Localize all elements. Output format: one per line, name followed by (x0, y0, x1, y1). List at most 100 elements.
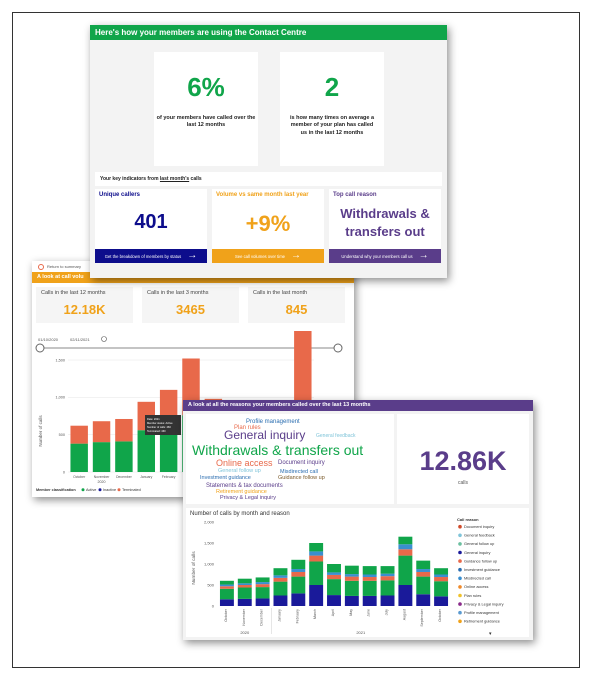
kpi-average-calls: 2 is how many times on average a member … (280, 52, 384, 166)
bar-segment (309, 585, 324, 606)
indicator-value: 401 (134, 211, 168, 233)
bar-segment (70, 443, 88, 472)
word-cloud-term[interactable]: Withdrawals & transfers out (192, 442, 364, 458)
tooltip-line: Date: 2021 (147, 417, 160, 421)
y-tick-label: 500 (207, 582, 214, 587)
legend-item[interactable]: General inquiry (464, 550, 490, 555)
kpi-members-called: 6% of your members have called over the … (154, 52, 258, 166)
word-cloud-term[interactable]: Document inquiry (278, 460, 325, 466)
word-cloud-term[interactable]: Online access (216, 458, 273, 468)
x-tick-label: October (73, 475, 86, 479)
legend-item[interactable]: Misdirected call (464, 576, 491, 581)
indicator-volume-vs-last-year: Volume vs same month last year +9% See c… (212, 189, 324, 263)
date-slider-start-handle[interactable] (35, 343, 45, 353)
word-cloud-term[interactable]: General inquiry (224, 428, 306, 442)
bar-segment (309, 543, 324, 552)
word-cloud-term[interactable]: Profile management (246, 419, 300, 425)
bar-segment (70, 425, 88, 444)
bar-segment (273, 581, 288, 596)
x-tick-label: July (385, 609, 389, 616)
bar-segment (362, 595, 377, 606)
kpi-members-called-value: 6% (187, 72, 225, 102)
legend-item[interactable]: Profile management (464, 610, 500, 615)
bar-segment (434, 574, 449, 578)
legend-swatch-inactive (98, 488, 102, 492)
legend-scroll-icon[interactable]: ▾ (489, 631, 492, 637)
y-axis-label: Number of calls (38, 415, 43, 447)
bar-segment (344, 574, 359, 577)
bar-segment (159, 424, 178, 472)
bar-segment (291, 571, 306, 577)
bar-segment (255, 598, 270, 606)
bar-segment (380, 566, 395, 574)
legend-inactive[interactable]: Inactive (103, 488, 116, 492)
bar-segment (344, 576, 359, 581)
legend-swatch (458, 559, 462, 563)
key-indicators-label: Your key indicators from last month's ca… (95, 172, 442, 186)
date-from[interactable]: 01/10/2020 (38, 337, 59, 342)
kpi-average-calls-value: 2 (324, 72, 340, 102)
legend-item[interactable]: Retirement guidance (464, 619, 500, 624)
legend-item[interactable]: Investment guidance (464, 567, 500, 572)
last-month-link[interactable]: last month's (159, 176, 190, 182)
kpi-average-calls-caption: is how many times on average a member of… (289, 115, 375, 136)
bar-segment (273, 575, 288, 578)
bar-segment (434, 596, 449, 606)
arrow-right-icon: → (418, 250, 429, 261)
legend-title: Member classification (36, 488, 76, 492)
word-cloud-term[interactable]: Privacy & Legal inquiry (220, 495, 276, 501)
why-members-call-button[interactable]: Understand why your members call us → (329, 249, 441, 263)
call-reason-word-cloud: Profile management Plan rules General in… (186, 414, 394, 504)
word-cloud-term[interactable]: Investment guidance (200, 475, 251, 481)
legend-item[interactable]: Guidance follow up (464, 558, 497, 563)
bar-segment (416, 569, 431, 572)
bar-segment (380, 595, 395, 606)
legend-swatch-terminated (117, 488, 121, 492)
calls-by-month-reason-svg: Number of calls by month and reason 0 500… (190, 511, 504, 637)
year-label: 2020 (98, 480, 106, 484)
x-tick-label: August (402, 609, 406, 620)
legend-item[interactable]: Plan rules (464, 593, 481, 598)
word-cloud-term[interactable]: Misdirected call (280, 469, 318, 475)
bar-segment (237, 578, 252, 584)
word-cloud-term[interactable]: Statements & tax documents (206, 483, 283, 489)
y-tick-label: 1,000 (55, 396, 65, 400)
bar-segment (237, 585, 252, 588)
bar-segment (362, 577, 377, 581)
legend-terminated[interactable]: Terminated (122, 488, 141, 492)
x-tick-label: February (295, 609, 299, 624)
bar-segment (273, 577, 288, 582)
date-to[interactable]: 02/11/2021 (70, 337, 90, 342)
word-cloud-term[interactable]: Guidance follow up (278, 475, 325, 481)
word-cloud-term[interactable]: Plan rules (234, 425, 261, 431)
bar-segment (416, 560, 431, 570)
members-by-status-button[interactable]: Get the breakdown of members by status → (95, 249, 207, 263)
x-tick-label: September (420, 608, 424, 626)
total-calls-kpi: 12.86K calls (397, 414, 529, 504)
x-tick-label: December (116, 475, 133, 479)
x-tick-label: February (162, 475, 176, 479)
legend-item[interactable]: General feedback (464, 533, 495, 538)
word-cloud-term[interactable]: General feedback (316, 433, 356, 439)
legend-item[interactable]: General follow up (464, 541, 494, 546)
legend-active[interactable]: Active (86, 488, 96, 492)
legend-item[interactable]: Online access (464, 584, 488, 589)
word-cloud-term[interactable]: Retirement guidance (216, 489, 267, 495)
legend-item[interactable]: Privacy & Legal inquiry (464, 601, 504, 606)
x-tick-label: December (260, 608, 264, 625)
kpi-calls-12-months: Calls in the last 12 months 12.18K (36, 287, 133, 323)
word-cloud-term[interactable]: General follow up (218, 468, 261, 474)
back-icon (38, 264, 44, 270)
return-to-summary-link[interactable]: Return to summary (32, 261, 354, 272)
call-volumes-button[interactable]: See call volumes over time → (212, 249, 324, 263)
bar-segment (398, 544, 413, 550)
legend-swatch (458, 567, 462, 572)
x-tick-label: November (94, 475, 111, 479)
bar-segment (416, 594, 431, 606)
legend-swatch (458, 576, 462, 581)
bar-segment (380, 573, 395, 577)
date-slider-end-handle[interactable] (333, 343, 343, 353)
bar-segment (92, 442, 111, 472)
bar-segment (294, 315, 312, 405)
legend-item[interactable]: Document inquiry (464, 524, 494, 529)
